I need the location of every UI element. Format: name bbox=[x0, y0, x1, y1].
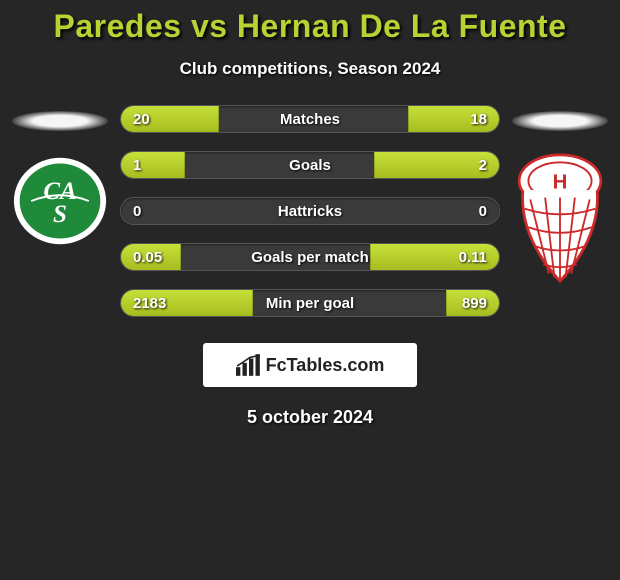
left-club-badge-icon: CA S bbox=[12, 153, 108, 249]
date-text: 5 october 2024 bbox=[0, 407, 620, 428]
brand-text: FcTables.com bbox=[266, 355, 385, 376]
stat-label: Goals per match bbox=[121, 244, 499, 271]
left-player-column: CA S bbox=[10, 105, 110, 249]
player-photo-placeholder bbox=[12, 111, 108, 131]
right-club-badge-icon: H bbox=[512, 153, 608, 283]
svg-text:S: S bbox=[53, 201, 67, 228]
brand-badge: FcTables.com bbox=[203, 343, 417, 387]
stat-label: Goals bbox=[121, 152, 499, 179]
stat-row: 2183899Min per goal bbox=[120, 289, 500, 317]
content-area: CA S H 2018Matches bbox=[0, 105, 620, 428]
page-title: Paredes vs Hernan De La Fuente bbox=[0, 8, 620, 45]
stats-list: 2018Matches 12Goals 00Hattricks 0.050.11Goa… bbox=[120, 105, 500, 317]
stat-row: 00Hattricks bbox=[120, 197, 500, 225]
stat-row: 0.050.11Goals per match bbox=[120, 243, 500, 271]
stat-row: 2018Matches bbox=[120, 105, 500, 133]
svg-text:H: H bbox=[553, 171, 568, 193]
comparison-card: Paredes vs Hernan De La Fuente Club comp… bbox=[0, 0, 620, 428]
stat-row: 12Goals bbox=[120, 151, 500, 179]
right-player-column: H bbox=[510, 105, 610, 283]
stat-label: Matches bbox=[121, 106, 499, 133]
subtitle: Club competitions, Season 2024 bbox=[0, 59, 620, 79]
player-photo-placeholder bbox=[512, 111, 608, 131]
stat-label: Hattricks bbox=[121, 198, 499, 225]
stat-label: Min per goal bbox=[121, 290, 499, 317]
chart-icon bbox=[236, 354, 262, 376]
